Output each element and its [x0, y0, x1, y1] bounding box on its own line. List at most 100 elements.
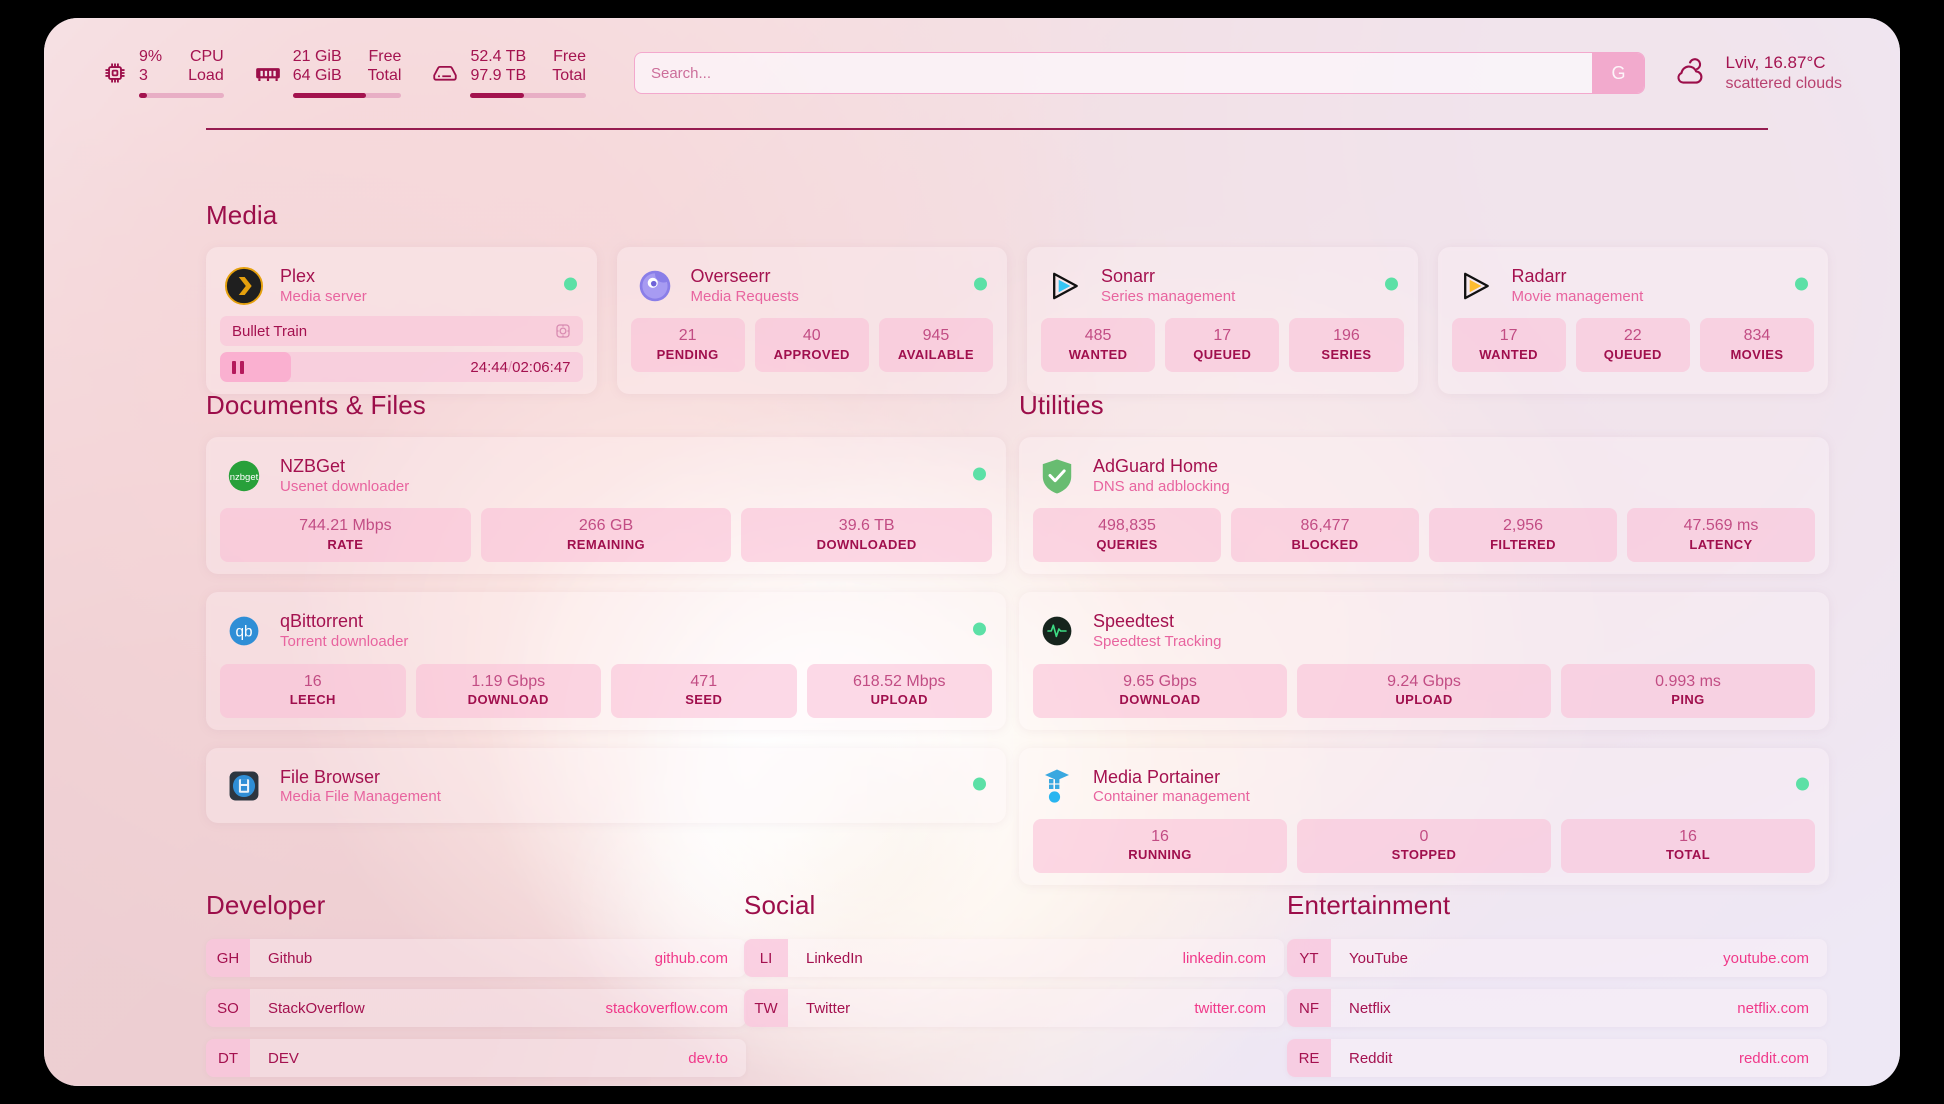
service-name: Media Portainer — [1093, 766, 1221, 787]
stat-value: 196 — [1333, 327, 1360, 345]
bookmark-item-dev[interactable]: DT DEV dev.to — [206, 1039, 746, 1077]
stat-label: QUEUED — [1193, 346, 1252, 362]
service-card-media-portainer[interactable]: Media Portainer Container management 16 … — [1019, 747, 1829, 886]
pause-icon[interactable] — [232, 360, 244, 374]
stat-ping: 0.993 ms PING — [1561, 663, 1815, 718]
stat-upload: 618.52 Mbps UPLOAD — [806, 663, 992, 718]
radarr-icon — [1456, 266, 1496, 306]
stat-label: WANTED — [1479, 346, 1538, 362]
memory-value-1: 21 GiB — [292, 48, 342, 66]
stat-label: QUEUED — [1603, 346, 1662, 362]
bookmark-name: LinkedIn — [806, 949, 863, 967]
service-card-qbittorrent[interactable]: qb qBittorrent Torrent downloader 16 LEE… — [206, 592, 1006, 730]
stat-value: 266 GB — [578, 517, 634, 535]
cpu-usage-bar — [139, 92, 224, 98]
service-subtitle: Media Requests — [690, 287, 799, 305]
bookmark-url: github.com — [654, 949, 728, 967]
service-card-overseerr[interactable]: Overseerr Media Requests 21 PENDING 40 A… — [616, 247, 1007, 395]
cpu-label-2: Load — [188, 67, 224, 84]
stat-queries: 498,835 QUERIES — [1033, 508, 1221, 563]
service-name: Radarr — [1511, 266, 1567, 286]
service-card-nzbget[interactable]: nzbget NZBGet Usenet downloader 744.21 M… — [206, 437, 1006, 575]
bookmark-name: Reddit — [1349, 1049, 1393, 1067]
stat-movies: 834 MOVIES — [1699, 318, 1815, 373]
stat-available: 945 AVAILABLE — [878, 318, 994, 373]
bookmark-badge: NF — [1287, 989, 1331, 1027]
service-card-speedtest[interactable]: Speedtest Speedtest Tracking 9.65 Gbps D… — [1019, 592, 1829, 730]
bookmark-item-github[interactable]: GH Github github.com — [206, 939, 746, 977]
file-browser-icon — [224, 766, 264, 806]
bookmark-badge: DT — [206, 1039, 250, 1077]
bookmark-url: dev.to — [688, 1049, 728, 1067]
adguard-icon — [1037, 456, 1077, 496]
service-card-sonarr[interactable]: Sonarr Series management 485 WANTED 17 Q… — [1027, 247, 1418, 395]
bookmark-badge: GH — [206, 939, 250, 977]
weather-location-temp: Lviv, 16.87°C — [1725, 52, 1826, 72]
search-box[interactable]: G — [633, 52, 1646, 94]
bookmark-name: Github — [268, 949, 313, 967]
service-name: Plex — [280, 266, 316, 286]
stat-value: 834 — [1743, 327, 1771, 345]
cpu-value-1: 9% — [139, 48, 163, 66]
service-name: NZBGet — [280, 456, 346, 476]
memory-value-2: 64 GiB — [292, 67, 342, 84]
disk-label-2: Total — [552, 67, 586, 84]
stat-latency: 47.569 ms LATENCY — [1627, 508, 1815, 563]
cpu-icon — [102, 60, 128, 86]
stat-rate: 744.21 Mbps RATE — [220, 508, 471, 563]
bookmark-group-developer: Developer GH Github github.com SO StackO… — [206, 890, 746, 1086]
section-documents: Documents & Files nzbget NZBGet Usenet d… — [206, 390, 1006, 823]
status-indicator-online — [973, 467, 986, 481]
bookmark-badge: YT — [1287, 939, 1331, 977]
cast-icon[interactable] — [555, 323, 571, 339]
weather-widget[interactable]: Lviv, 16.87°C scattered clouds — [1671, 52, 1842, 95]
stat-value: 17 — [1213, 327, 1232, 345]
service-card-plex[interactable]: Plex Media server Bullet Train — [206, 247, 597, 395]
svg-text:nzbget: nzbget — [230, 471, 259, 482]
bookmark-url: stackoverflow.com — [605, 999, 728, 1017]
bookmark-group-entertainment: Entertainment YT YouTube youtube.com NF … — [1287, 890, 1827, 1086]
search-engine-button[interactable]: G — [1592, 53, 1645, 93]
stat-seed: 471 SEED — [611, 663, 797, 718]
stat-value: 618.52 Mbps — [852, 672, 946, 690]
stat-label: FILTERED — [1490, 536, 1556, 552]
stat-value: 22 — [1623, 327, 1642, 345]
bookmark-item-youtube[interactable]: YT YouTube youtube.com — [1287, 939, 1827, 977]
now-playing-title: Bullet Train — [232, 322, 308, 340]
bookmark-url: linkedin.com — [1182, 949, 1266, 967]
stat-value: 0 — [1419, 827, 1429, 845]
service-card-radarr[interactable]: Radarr Movie management 17 WANTED 22 QUE… — [1437, 247, 1828, 395]
service-subtitle: Torrent downloader — [280, 632, 409, 650]
stat-value: 16 — [303, 672, 322, 690]
stat-value: 945 — [922, 327, 950, 345]
disk-usage-bar — [470, 92, 586, 98]
bookmark-item-reddit[interactable]: RE Reddit reddit.com — [1287, 1039, 1827, 1077]
status-indicator-online — [973, 622, 986, 636]
top-bar: 9% 3 CPU Load — [44, 18, 1900, 128]
plex-icon — [224, 266, 264, 306]
section-title-utilities: Utilities — [1019, 390, 1104, 420]
bookmark-item-twitter[interactable]: TW Twitter twitter.com — [744, 989, 1284, 1027]
speedtest-icon — [1037, 611, 1077, 651]
bookmark-item-stackoverflow[interactable]: SO StackOverflow stackoverflow.com — [206, 989, 746, 1027]
stat-stopped: 0 STOPPED — [1297, 818, 1551, 874]
memory-label-1: Free — [368, 48, 402, 66]
disk-label-1: Free — [553, 48, 586, 66]
stat-remaining: 266 GB REMAINING — [480, 508, 732, 563]
service-card-adguard-home[interactable]: AdGuard Home DNS and adblocking 498,835 … — [1019, 437, 1829, 575]
stat-value: 485 — [1084, 327, 1112, 345]
status-indicator-online — [1795, 277, 1808, 291]
bookmark-item-netflix[interactable]: NF Netflix netflix.com — [1287, 989, 1827, 1027]
stat-label: SERIES — [1321, 346, 1372, 362]
service-card-file-browser[interactable]: File Browser Media File Management — [206, 747, 1006, 823]
search-input[interactable] — [634, 53, 1593, 93]
disk-value-2: 97.9 TB — [470, 67, 527, 84]
stat-label: WANTED — [1068, 346, 1128, 362]
service-name: AdGuard Home — [1093, 456, 1219, 476]
memory-usage-bar — [292, 92, 402, 98]
bookmark-item-linkedin[interactable]: LI LinkedIn linkedin.com — [744, 939, 1284, 977]
service-subtitle: Media server — [280, 287, 367, 305]
section-title-media: Media — [206, 200, 278, 230]
bookmark-group-title: Entertainment — [1287, 890, 1451, 920]
stat-label: RATE — [327, 536, 364, 552]
